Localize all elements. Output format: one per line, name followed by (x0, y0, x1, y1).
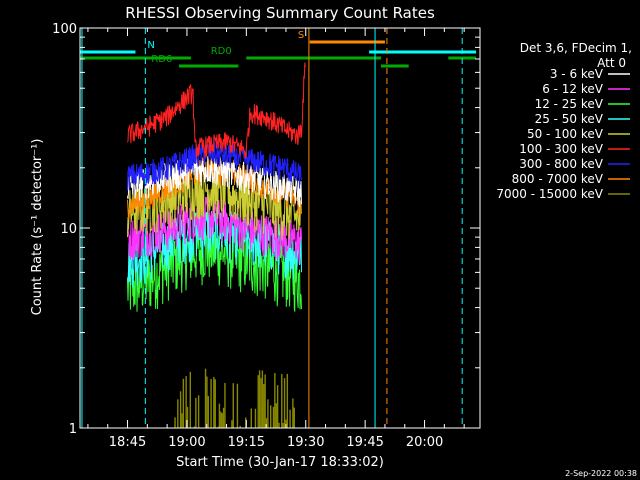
series-layer (127, 62, 306, 428)
x-tick-label: 19:45 (346, 435, 383, 450)
legend-header-line-1: Det 3,6, FDecim 1, (520, 41, 632, 55)
x-tick-label: 19:30 (287, 435, 324, 450)
flag-rd0-label: RD0 (211, 46, 232, 57)
flag-rd6-label: RD6 (151, 54, 172, 65)
y-tick-label: 1 (69, 422, 77, 437)
legend-label: 3 - 6 keV (550, 67, 604, 81)
legend-label: 12 - 25 keV (535, 97, 604, 111)
legend-label: 100 - 300 keV (519, 142, 603, 156)
y-axis-label: Count Rate (s⁻¹ detector⁻¹) (30, 139, 45, 316)
chart-title: RHESSI Observing Summary Count Rates (125, 4, 435, 22)
x-tick-label: 19:00 (168, 435, 205, 450)
series-300-800kev (127, 141, 302, 191)
event-lines (81, 28, 463, 428)
series-7000-15000kev (174, 368, 295, 428)
flag-lines: N S RD0 RD6 (80, 30, 477, 68)
flag-n-label: N (147, 40, 154, 51)
legend-label: 50 - 100 keV (527, 127, 604, 141)
y-tick-label: 100 (52, 22, 77, 37)
series-100-300kev (127, 62, 306, 159)
legend-label: 25 - 50 keV (535, 112, 604, 126)
legend-label: 7000 - 15000 keV (496, 187, 603, 201)
legend-label: 6 - 12 keV (542, 82, 604, 96)
legend-label: 800 - 7000 keV (512, 172, 604, 186)
x-axis-label: Start Time (30-Jan-17 18:33:02) (176, 455, 384, 470)
series-12-25kev (127, 223, 302, 312)
x-tick-label: 19:15 (228, 435, 265, 450)
y-tick-label: 10 (60, 222, 77, 237)
axes: 18:45 19:00 19:15 19:30 19:45 20:00 1 10 100 (52, 22, 481, 450)
footer-date: 2-Sep-2022 00:38 (565, 469, 637, 478)
legend-label: 300 - 800 keV (519, 157, 603, 171)
legend-header-line-2: Att 0 (597, 56, 626, 70)
x-tick-label: 20:00 (406, 435, 443, 450)
flag-s-label: S (298, 30, 304, 41)
x-tick-label: 18:45 (109, 435, 146, 450)
